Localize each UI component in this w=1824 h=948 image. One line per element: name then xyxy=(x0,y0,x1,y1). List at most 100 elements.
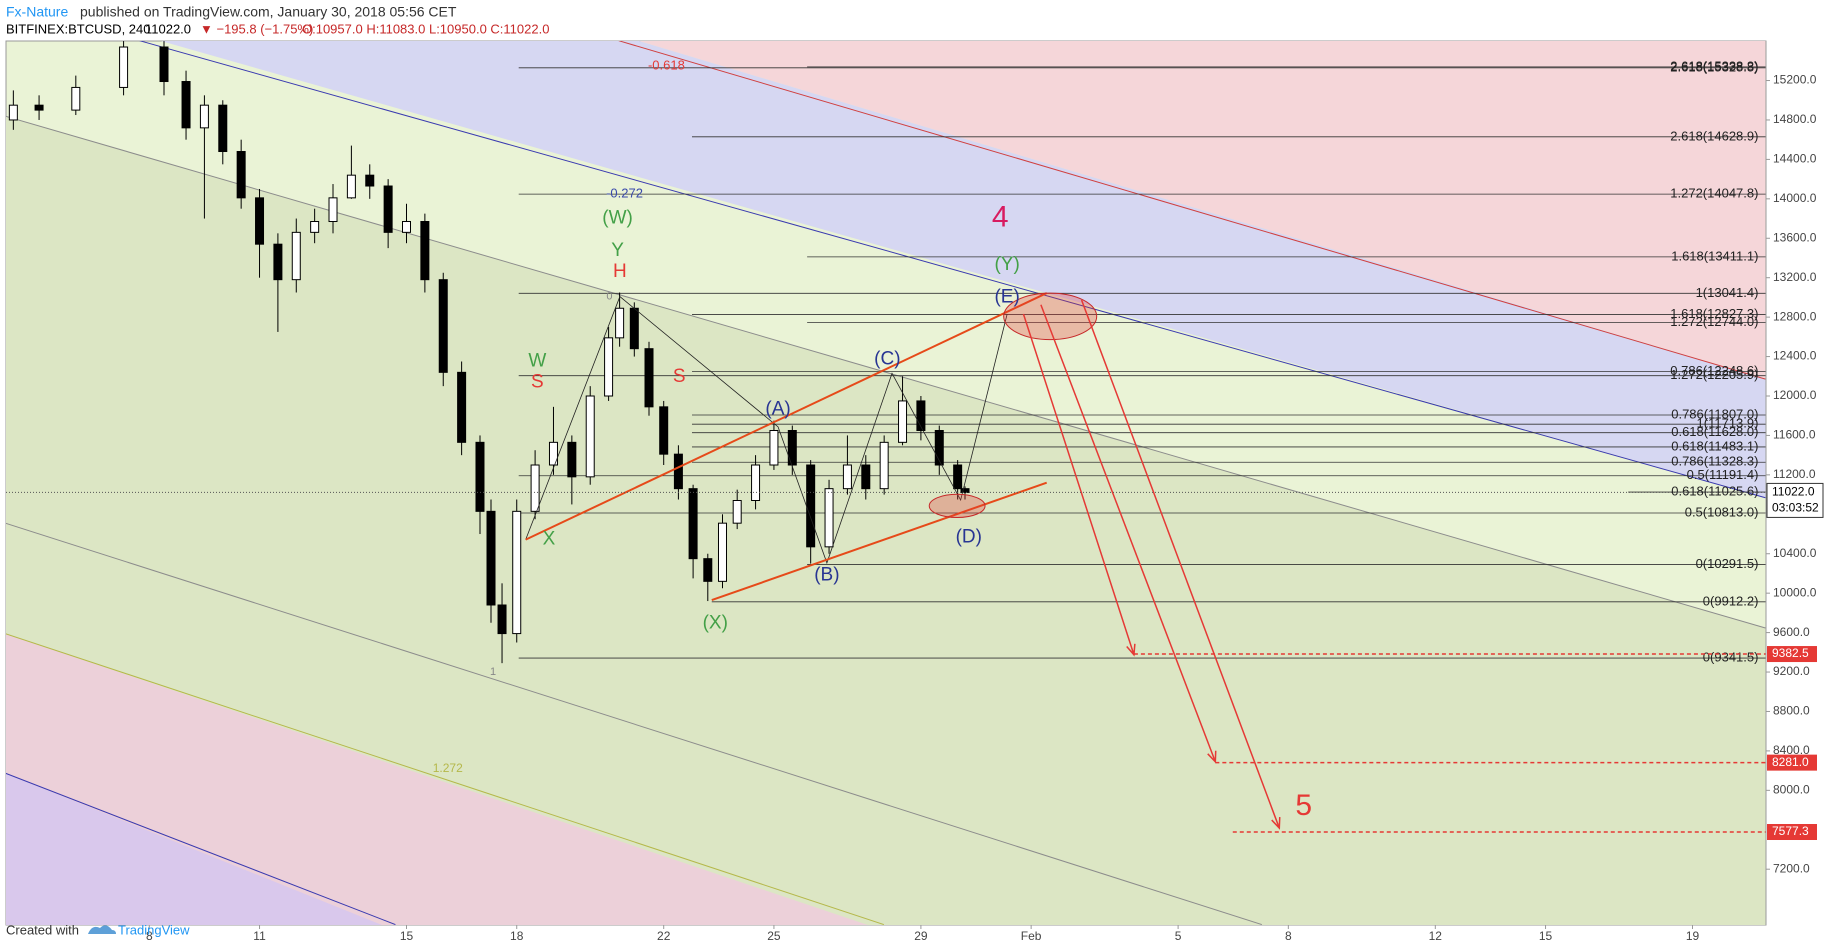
wave-label: (A) xyxy=(765,398,790,419)
target-label: 8281.0 xyxy=(1772,755,1809,769)
y-tick-label: 14800.0 xyxy=(1773,112,1817,126)
y-tick-label: 10400.0 xyxy=(1773,546,1817,560)
arrow-head xyxy=(1271,817,1281,830)
y-tick-label: 7200.0 xyxy=(1773,861,1810,875)
candle-body xyxy=(236,151,246,199)
candle-body xyxy=(310,221,320,233)
candle-body xyxy=(806,464,816,548)
candle-body xyxy=(548,441,558,466)
change: ▼ −195.8 (−1.75%) xyxy=(200,21,313,36)
x-tick-label: Feb xyxy=(1021,929,1042,943)
channel-fill xyxy=(6,633,868,925)
candle-body xyxy=(457,371,467,443)
candle-body xyxy=(438,279,448,373)
wave-label: W xyxy=(528,351,546,372)
target-zone xyxy=(1003,292,1098,341)
candle-body xyxy=(273,243,283,281)
candle-body xyxy=(769,430,779,466)
candle-body xyxy=(585,395,595,478)
ohlc: O:10957.0 H:11083.0 L:10950.0 C:11022.0 xyxy=(302,21,549,36)
candle-body xyxy=(34,104,44,111)
fib-label: 0(9912.2) xyxy=(1703,593,1759,608)
candle-body xyxy=(181,81,191,129)
wave-label: (B) xyxy=(814,565,839,586)
candle-body xyxy=(644,348,654,408)
y-tick-label: 12400.0 xyxy=(1773,349,1817,363)
fib-label: 1.272(12744.0) xyxy=(1670,314,1758,329)
wave-label: (X) xyxy=(703,612,728,633)
x-tick-label: 15 xyxy=(400,929,414,943)
channel-line xyxy=(6,772,396,925)
wave-label: (D) xyxy=(956,526,982,547)
target-zone xyxy=(928,493,986,519)
x-tick-label: 22 xyxy=(657,929,671,943)
candle-body xyxy=(659,406,669,455)
fib-label: 0.618(11025.6) xyxy=(1671,483,1758,498)
candle-body xyxy=(199,104,209,129)
fib-label: 1(11713.9) xyxy=(1697,416,1759,431)
y-tick-label: 8400.0 xyxy=(1773,743,1810,757)
candle-body xyxy=(703,558,713,582)
price-tag xyxy=(1766,482,1824,518)
x-tick-label: 29 xyxy=(914,929,928,943)
arrow-line xyxy=(1040,304,1217,763)
fib-label: 1.618(13411.1) xyxy=(1671,248,1758,263)
levels: 2.618(15338.3)2.618(15328.8) 2.618(14628.… xyxy=(518,58,1766,665)
arrow-head xyxy=(1207,750,1217,764)
candle-body xyxy=(475,441,485,512)
wave-path xyxy=(525,295,1008,565)
y-tick-label: 12800.0 xyxy=(1773,309,1817,323)
x-tick-label: 12 xyxy=(1429,929,1443,943)
channel-fill xyxy=(6,773,383,925)
wave-label: (E) xyxy=(994,287,1019,308)
candle-body xyxy=(673,453,683,490)
target-tag xyxy=(1767,646,1817,663)
candle-body xyxy=(71,86,81,111)
x-tick-label: 18 xyxy=(510,929,524,943)
candle-body xyxy=(629,307,639,350)
last-price: 11022.0 xyxy=(145,21,191,36)
wave-label: 4 xyxy=(992,201,1009,234)
arrow-line xyxy=(1022,313,1135,656)
channel-line xyxy=(6,522,1263,925)
candle-body xyxy=(861,464,871,490)
author[interactable]: Fx-Nature xyxy=(6,4,68,20)
y-tick-label: 13600.0 xyxy=(1773,230,1817,244)
wave-label: -0.618 xyxy=(648,58,685,73)
fib-label: 0.786(11328.3) xyxy=(1671,454,1758,469)
channel-line xyxy=(6,115,1766,629)
candle-body xyxy=(879,441,889,490)
fib-label: 2.618(14628.9) xyxy=(1670,128,1758,143)
candle-body xyxy=(255,197,265,245)
fib-label: 2.618(15338.3) xyxy=(1670,58,1758,73)
candle-body xyxy=(916,400,926,432)
footer-brand[interactable]: TradingView xyxy=(118,922,190,937)
y-tick-label: 13200.0 xyxy=(1773,270,1817,284)
fib-label: 0.5(11191.4) xyxy=(1687,467,1759,482)
target-tag xyxy=(1767,824,1817,841)
wave-label: 1.272 xyxy=(433,761,463,775)
candle-body xyxy=(953,464,963,490)
fib-label: 0(9341.5) xyxy=(1703,650,1759,665)
price-label: 11022.0 xyxy=(1772,485,1815,499)
channel-line xyxy=(6,633,885,925)
wave-label: (W) xyxy=(602,208,633,229)
candle-body xyxy=(824,488,834,548)
wave-label: 5 xyxy=(1295,789,1312,822)
candle-body xyxy=(615,307,625,339)
candle-body xyxy=(486,510,496,606)
x-tick-label: 8 xyxy=(146,929,153,943)
candle-body xyxy=(346,174,356,199)
x-tick-label: 25 xyxy=(767,929,781,943)
y-tick-label: 9200.0 xyxy=(1773,664,1810,678)
wave-label: S xyxy=(673,366,686,387)
x-tick-label: 19 xyxy=(1686,929,1700,943)
candle-body xyxy=(898,400,908,443)
candle-body xyxy=(8,104,18,121)
y-tick-label: 11200.0 xyxy=(1773,467,1816,481)
candle-body xyxy=(218,104,228,153)
candle-body xyxy=(159,46,169,83)
target-tag xyxy=(1767,754,1817,771)
